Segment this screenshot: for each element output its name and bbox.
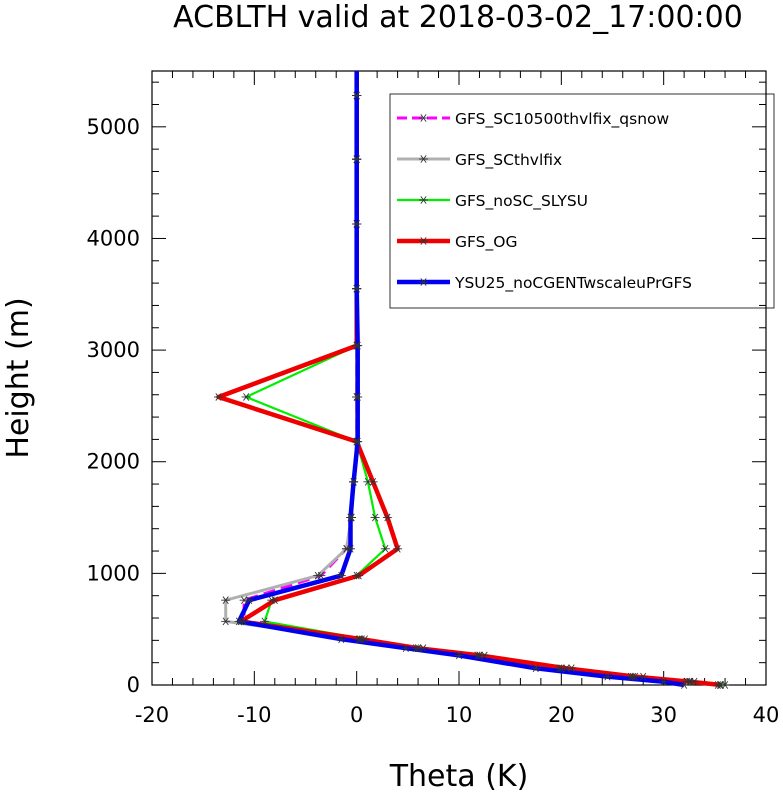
x-tick-label: 10 [446,703,473,727]
data-point-marker [353,437,363,446]
data-point-marker [531,664,541,673]
x-tick-label: -10 [237,703,271,727]
data-point-marker [352,220,362,228]
legend-item: GFS_SCthvlfix [397,151,562,170]
data-point-marker [413,644,423,653]
x-tick-label: 0 [350,703,363,727]
x-tick-label: 20 [548,703,575,727]
series-marker-group [234,91,689,689]
data-point-marker [679,681,689,689]
legend-label: GFS_OG [455,233,517,252]
data-point-marker [474,651,484,660]
data-point-marker [370,513,380,522]
data-point-marker [630,672,640,681]
data-point-marker [260,617,270,626]
x-tick-label: 40 [753,703,780,727]
data-point-marker [638,672,648,681]
data-point-marker [716,681,726,689]
y-tick-label: 5000 [87,115,140,139]
data-point-marker [454,651,464,660]
y-tick-label: 3000 [87,338,140,362]
y-tick-label: 4000 [87,226,140,250]
data-point-marker [244,596,254,605]
data-point-marker [380,544,390,553]
data-point-marker [336,635,346,644]
data-point-marker [241,393,251,401]
data-point-marker [353,341,363,350]
legend: GFS_SC10500thvlfix_qsnow GFS_SCthvlfix GFS… [389,93,775,309]
data-point-marker [602,672,612,681]
y-tick-label: 0 [127,673,140,697]
legend-item: GFS_noSC_SLYSU [397,192,588,211]
data-point-marker [561,664,571,673]
x-tick-label: 30 [650,703,677,727]
legend-marker [419,278,428,286]
data-point-marker [401,644,411,653]
data-point-marker [357,635,367,644]
axis-tick-labels: -20 -10 0 10 20 30 40 0 1000 2000 3000 4000 5000 [87,115,780,727]
legend-marker [419,237,428,245]
data-point-marker [234,617,244,626]
legend-box [389,93,775,309]
x-axis-label: Theta (K) [389,759,529,794]
legend-item: YSU25_noCGENTwscaleuPrGFS [397,274,692,293]
data-point-marker [270,596,280,605]
chart-title: ACBLTH valid at 2018-03-02_17:00:00 [173,0,743,35]
legend-label: GFS_SC10500thvlfix_qsnow [455,110,670,129]
data-point-marker [346,544,356,553]
legend-label: YSU25_noCGENTwscaleuPrGFS [454,274,692,293]
y-axis-label: Height (m) [1,297,36,458]
data-point-marker [659,677,669,686]
data-point-marker [352,91,362,100]
axis-ticks [151,71,767,686]
series-marker-group [214,91,726,689]
data-point-marker [382,513,392,522]
series-marker-group [239,91,725,689]
legend-label: GFS_SCthvlfix [455,151,562,170]
series-markers [214,91,730,689]
data-point-marker [353,393,363,401]
data-point-marker [352,155,362,164]
series-marker-group [221,91,723,689]
legend-marker [419,114,428,122]
x-tick-label: -20 [135,703,169,727]
data-point-marker [349,477,359,486]
legend-item: GFS_OG [397,233,517,252]
legend-item: GFS_SC10500thvlfix_qsnow [397,110,670,129]
data-point-marker [368,477,378,486]
y-tick-label: 1000 [87,561,140,585]
data-point-marker [354,571,364,580]
series-marker-group [241,91,730,689]
legend-marker [419,196,428,204]
data-point-marker [685,677,695,686]
y-tick-label: 2000 [87,450,140,474]
data-point-marker [336,571,346,580]
legend-label: GFS_noSC_SLYSU [455,192,588,211]
data-point-marker [214,393,224,401]
data-point-marker [221,617,231,626]
legend-marker [419,155,428,163]
data-point-marker [313,571,323,580]
data-point-marker [393,544,403,553]
data-point-marker [221,596,231,605]
data-point-marker [346,513,356,522]
data-point-marker [352,284,362,293]
